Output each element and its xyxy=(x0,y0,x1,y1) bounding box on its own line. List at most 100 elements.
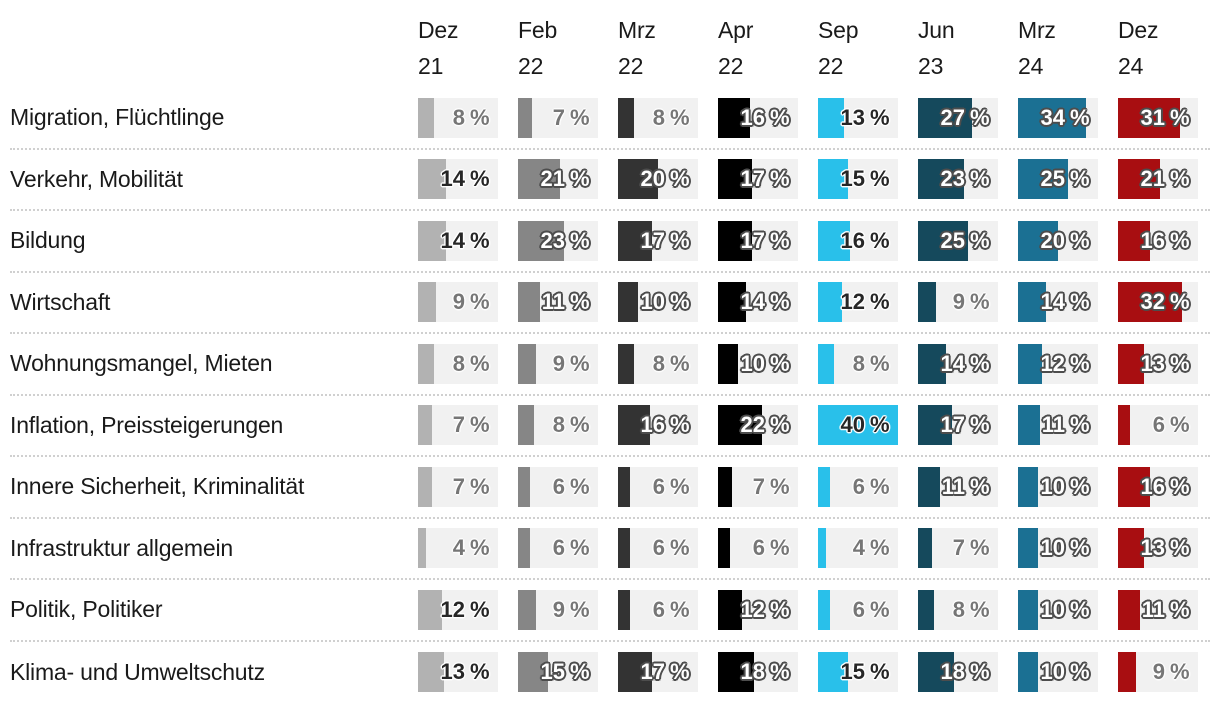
bar-cell: 7% xyxy=(718,466,798,507)
column-header-month: Apr xyxy=(718,17,754,43)
column-header-month: Dez xyxy=(418,17,459,43)
bar-fill xyxy=(618,528,630,569)
column-header-month: Jun xyxy=(918,17,955,43)
bar-value-label: 6% xyxy=(518,467,598,507)
row-label: Inflation, Preissteigerungen xyxy=(10,411,284,438)
bar-value-number: 8 xyxy=(452,104,465,130)
percent-sign: % xyxy=(470,596,490,622)
bar-fill xyxy=(1118,405,1130,446)
bar-cell: 17% xyxy=(618,220,698,261)
bar-fill xyxy=(1118,282,1182,323)
bar-fill xyxy=(518,466,530,507)
percent-sign: % xyxy=(970,350,990,376)
bar-cell: 6% xyxy=(818,466,898,507)
bar-value-number: 10 xyxy=(1040,659,1065,685)
column-header-month: Mrz xyxy=(618,17,656,43)
percent-sign: % xyxy=(870,659,890,685)
bar-fill xyxy=(718,589,742,630)
bar-value-number: 32 xyxy=(1140,289,1165,315)
column-header-month: Dez xyxy=(1118,17,1159,43)
percent-sign: % xyxy=(1170,289,1190,315)
bar-value-label: 14% xyxy=(918,344,998,384)
bar-value-number: 16 xyxy=(840,227,865,253)
bar-fill xyxy=(618,343,634,384)
bar-value-label: 6% xyxy=(618,528,698,568)
column-header-year: 23 xyxy=(918,53,944,79)
bar-value-number: 4 xyxy=(452,535,465,561)
bar-fill xyxy=(818,282,842,323)
bar-cell: 6% xyxy=(818,589,898,630)
bar-value-number: 12 xyxy=(440,596,465,622)
bar-value-label: 32% xyxy=(1118,282,1198,322)
column-header-year: 22 xyxy=(718,53,744,79)
bar-fill xyxy=(518,343,536,384)
percent-sign: % xyxy=(870,289,890,315)
bar-value-number: 21 xyxy=(540,166,565,192)
bar-cell: 10% xyxy=(718,343,798,384)
bar-value-label: 22% xyxy=(718,405,798,445)
bar-value-number: 15 xyxy=(840,659,865,685)
bar-value-label: 16% xyxy=(818,221,898,261)
bar-fill xyxy=(718,282,746,323)
table-row: Bildung 14% 23% 17% 17% 16% 25% 20% 16% xyxy=(10,211,1210,273)
bar-value-label: 17% xyxy=(918,405,998,445)
row-label: Wirtschaft xyxy=(10,288,111,315)
percent-sign: % xyxy=(970,473,990,499)
bar-fill xyxy=(418,343,434,384)
bar-value-number: 20 xyxy=(1040,227,1065,253)
bar-fill xyxy=(918,159,964,200)
bar-value-label: 10% xyxy=(1018,590,1098,630)
percent-sign: % xyxy=(770,289,790,315)
percent-sign: % xyxy=(970,227,990,253)
bar-value-number: 8 xyxy=(652,350,665,376)
column-header-mrz-22: Mrz 22 xyxy=(618,12,698,88)
bar-fill xyxy=(1018,343,1042,384)
column-header-dez-24: Dez 24 xyxy=(1118,12,1198,88)
bar-fill xyxy=(818,652,848,693)
bar-cell: 18% xyxy=(718,652,798,693)
bar-value-number: 6 xyxy=(652,473,665,499)
table-row: Verkehr, Mobilität 14% 21% 20% 17% 15% 23% 25% 2… xyxy=(10,150,1210,211)
percent-sign: % xyxy=(770,412,790,438)
bar-value-number: 8 xyxy=(952,596,965,622)
percent-sign: % xyxy=(570,350,590,376)
bar-value-number: 15 xyxy=(840,166,865,192)
bar-value-label: 10% xyxy=(1018,528,1098,568)
bar-fill xyxy=(518,652,548,693)
bar-value-label: 6% xyxy=(618,467,698,507)
bar-cell: 6% xyxy=(618,466,698,507)
bar-fill xyxy=(418,159,446,200)
bar-fill xyxy=(618,159,658,200)
bar-value-label: 18% xyxy=(718,652,798,692)
bar-value-label: 9% xyxy=(1118,652,1198,692)
bar-fill xyxy=(1118,652,1136,693)
bar-value-label: 13% xyxy=(1118,528,1198,568)
percent-sign: % xyxy=(1170,227,1190,253)
rows-container: Migration, Flüchtlinge 8% 7% 8% 16% 13% 27% 34%… xyxy=(10,88,1210,703)
percent-sign: % xyxy=(1170,596,1190,622)
table-row: Wohnungsmangel, Mieten 8% 9% 8% 10% 8% 14% 12% 1… xyxy=(10,334,1210,396)
bar-cell: 14% xyxy=(1018,282,1098,323)
column-header-year: 21 xyxy=(418,53,444,79)
bar-value-label: 12% xyxy=(418,590,498,630)
percent-sign: % xyxy=(470,350,490,376)
percent-sign: % xyxy=(1170,473,1190,499)
bar-value-number: 6 xyxy=(752,535,765,561)
percent-sign: % xyxy=(970,289,990,315)
bar-value-label: 4% xyxy=(818,528,898,568)
percent-sign: % xyxy=(470,659,490,685)
bar-cell: 32% xyxy=(1118,282,1198,323)
bar-cell: 8% xyxy=(418,343,498,384)
percent-sign: % xyxy=(1170,659,1190,685)
bar-cell: 10% xyxy=(1018,528,1098,569)
bar-value-label: 27% xyxy=(918,98,998,138)
bar-cell: 8% xyxy=(618,97,698,138)
bar-value-label: 23% xyxy=(918,159,998,199)
bar-fill xyxy=(918,652,954,693)
bar-value-label: 14% xyxy=(418,159,498,199)
bar-fill xyxy=(918,282,936,323)
bar-fill xyxy=(418,282,436,323)
bar-cell: 25% xyxy=(1018,159,1098,200)
bar-value-number: 8 xyxy=(452,350,465,376)
bar-cell: 8% xyxy=(918,589,998,630)
